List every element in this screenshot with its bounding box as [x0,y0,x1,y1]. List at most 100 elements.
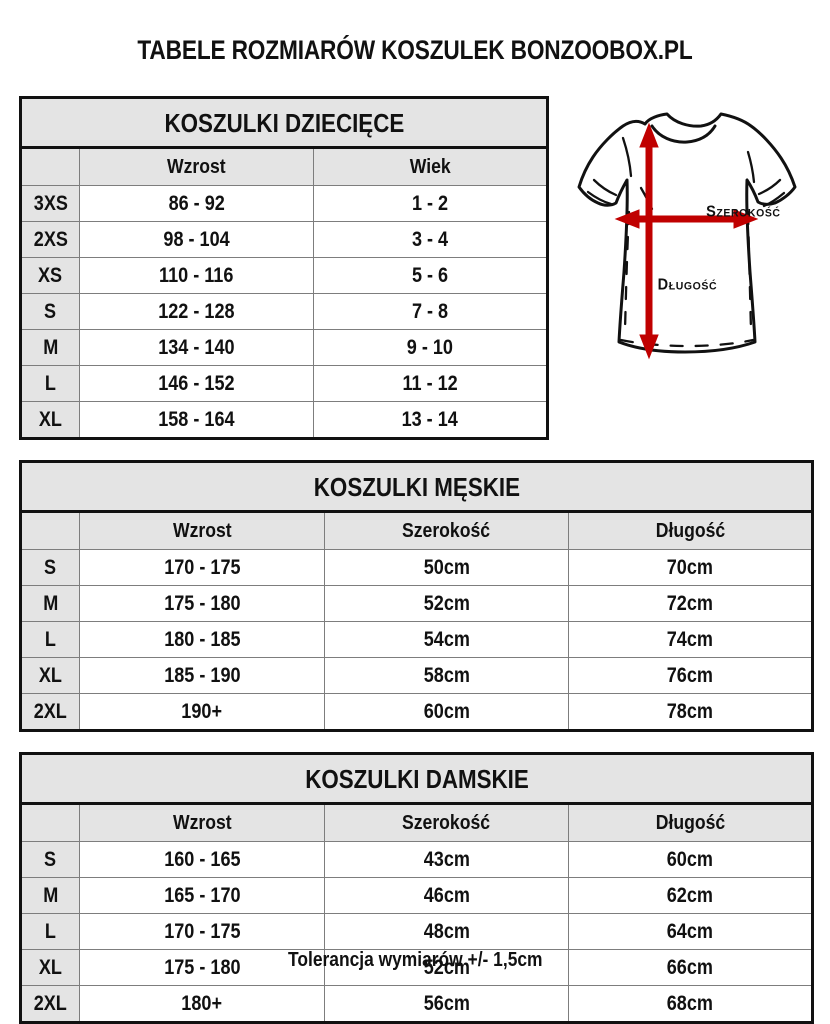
cell-width: 46cm [324,877,569,914]
cell-height: 175 - 180 [79,585,325,622]
cell-height: 146 - 152 [79,365,314,402]
cell-width: 52cm [324,949,569,986]
cell-length: 78cm [567,693,814,731]
table-caption: KOSZULKI DZIECIĘCE [19,97,549,149]
table-row: 2XS 98 - 104 3 - 4 [20,221,549,258]
measurement-arrows [614,122,759,360]
cell-width: 43cm [324,841,569,878]
cell-height: 134 - 140 [79,329,314,366]
size-label: M [20,877,80,914]
column-header-height: Wzrost [79,147,314,186]
size-label: S [20,293,80,330]
cell-height: 110 - 116 [79,257,314,294]
column-header-size [20,147,80,186]
cell-length: 70cm [567,549,814,586]
cell-height: 86 - 92 [79,185,314,222]
top-section: KOSZULKI DZIECIĘCE Wzrost Wiek 3XS 86 - … [19,96,811,440]
arrow-head-left [614,209,640,229]
cell-age: 9 - 10 [312,329,549,366]
t-shirt-diagram: Szerokość Długość [549,102,814,382]
shirt-outline-icon [577,112,797,354]
column-header-height: Wzrost [79,511,325,550]
size-label: S [20,549,80,586]
table-row: XL 158 - 164 13 - 14 [20,401,549,439]
cell-height: 175 - 180 [79,949,325,986]
size-label: XL [20,657,80,694]
size-label: 2XL [20,985,80,1023]
cell-age: 3 - 4 [312,221,549,258]
cell-height: 180+ [79,985,325,1023]
cell-age: 11 - 12 [312,365,549,402]
table-row: 2XL 180+ 56cm 68cm [20,985,813,1023]
table-row: S 170 - 175 50cm 70cm [20,549,814,586]
arrow-head-up [639,122,659,148]
cell-length: 68cm [568,985,813,1023]
size-label: XL [20,949,80,986]
table-row: XL 175 - 180 52cm 66cm [20,949,813,986]
arrow-head-right [733,209,759,229]
size-label: XS [20,257,80,294]
cell-width: 48cm [324,913,569,950]
table-row: L 146 - 152 11 - 12 [20,365,549,402]
cell-length: 64cm [568,913,813,950]
table-row: M 134 - 140 9 - 10 [20,329,549,366]
size-label: XL [20,401,80,439]
cell-length: 72cm [567,585,814,622]
cell-length: 60cm [568,841,813,878]
table-row: 3XS 86 - 92 1 - 2 [20,185,549,222]
size-label: 3XS [20,185,80,222]
length-label: Długość [658,276,718,294]
table-row: 2XL 190+ 60cm 78cm [20,693,814,731]
size-label: L [20,913,80,950]
cell-height: 165 - 170 [79,877,325,914]
shirt-sketch-dashes [619,210,755,348]
shirt-sketch-details [586,136,786,211]
cell-height: 160 - 165 [79,841,325,878]
column-header-height: Wzrost [79,803,325,842]
column-header-age: Wiek [312,147,549,186]
table-row: L 180 - 185 54cm 74cm [20,621,814,658]
cell-height: 122 - 128 [79,293,314,330]
table-row: M 175 - 180 52cm 72cm [20,585,814,622]
size-label: S [20,841,80,878]
cell-height: 180 - 185 [79,621,325,658]
table-kids: KOSZULKI DZIECIĘCE Wzrost Wiek 3XS 86 - … [19,96,550,440]
cell-width: 50cm [324,549,569,586]
table-row: XS 110 - 116 5 - 6 [20,257,549,294]
cell-height: 190+ [79,693,325,731]
size-label: L [20,365,80,402]
table-row: M 165 - 170 46cm 62cm [20,877,813,914]
cell-width: 60cm [324,693,569,731]
table-women: KOSZULKI DAMSKIE Wzrost Szerokość Długoś… [19,752,814,1024]
cell-height: 98 - 104 [79,221,314,258]
size-label: L [20,621,80,658]
cell-length: 66cm [568,949,813,986]
cell-width: 58cm [324,657,569,694]
column-header-width: Szerokość [324,803,569,842]
size-label: M [20,585,80,622]
column-header-size [20,511,80,550]
tolerance-note: Tolerancja wymiarów +/- 1,5cm [287,949,543,971]
size-label: 2XL [20,693,80,731]
size-label: M [20,329,80,366]
table-row: L 170 - 175 48cm 64cm [20,913,813,950]
cell-height: 185 - 190 [79,657,325,694]
width-label: Szerokość [706,203,780,221]
cell-length: 62cm [568,877,813,914]
cell-height: 170 - 175 [79,913,325,950]
size-charts-sheet: KOSZULKI DZIECIĘCE Wzrost Wiek 3XS 86 - … [19,96,815,1024]
size-label: 2XS [20,221,80,258]
table-caption: KOSZULKI DAMSKIE [20,753,813,805]
column-header-size [20,803,80,842]
column-header-length: Długość [568,803,813,842]
cell-age: 1 - 2 [312,185,549,222]
cell-age: 7 - 8 [312,293,549,330]
cell-age: 5 - 6 [312,257,549,294]
arrow-head-down [639,334,659,360]
cell-width: 52cm [324,585,569,622]
table-row: S 122 - 128 7 - 8 [20,293,549,330]
column-header-width: Szerokość [324,511,569,550]
table-men: KOSZULKI MĘSKIE Wzrost Szerokość Długość… [19,460,815,732]
cell-length: 74cm [567,621,814,658]
cell-length: 76cm [567,657,814,694]
